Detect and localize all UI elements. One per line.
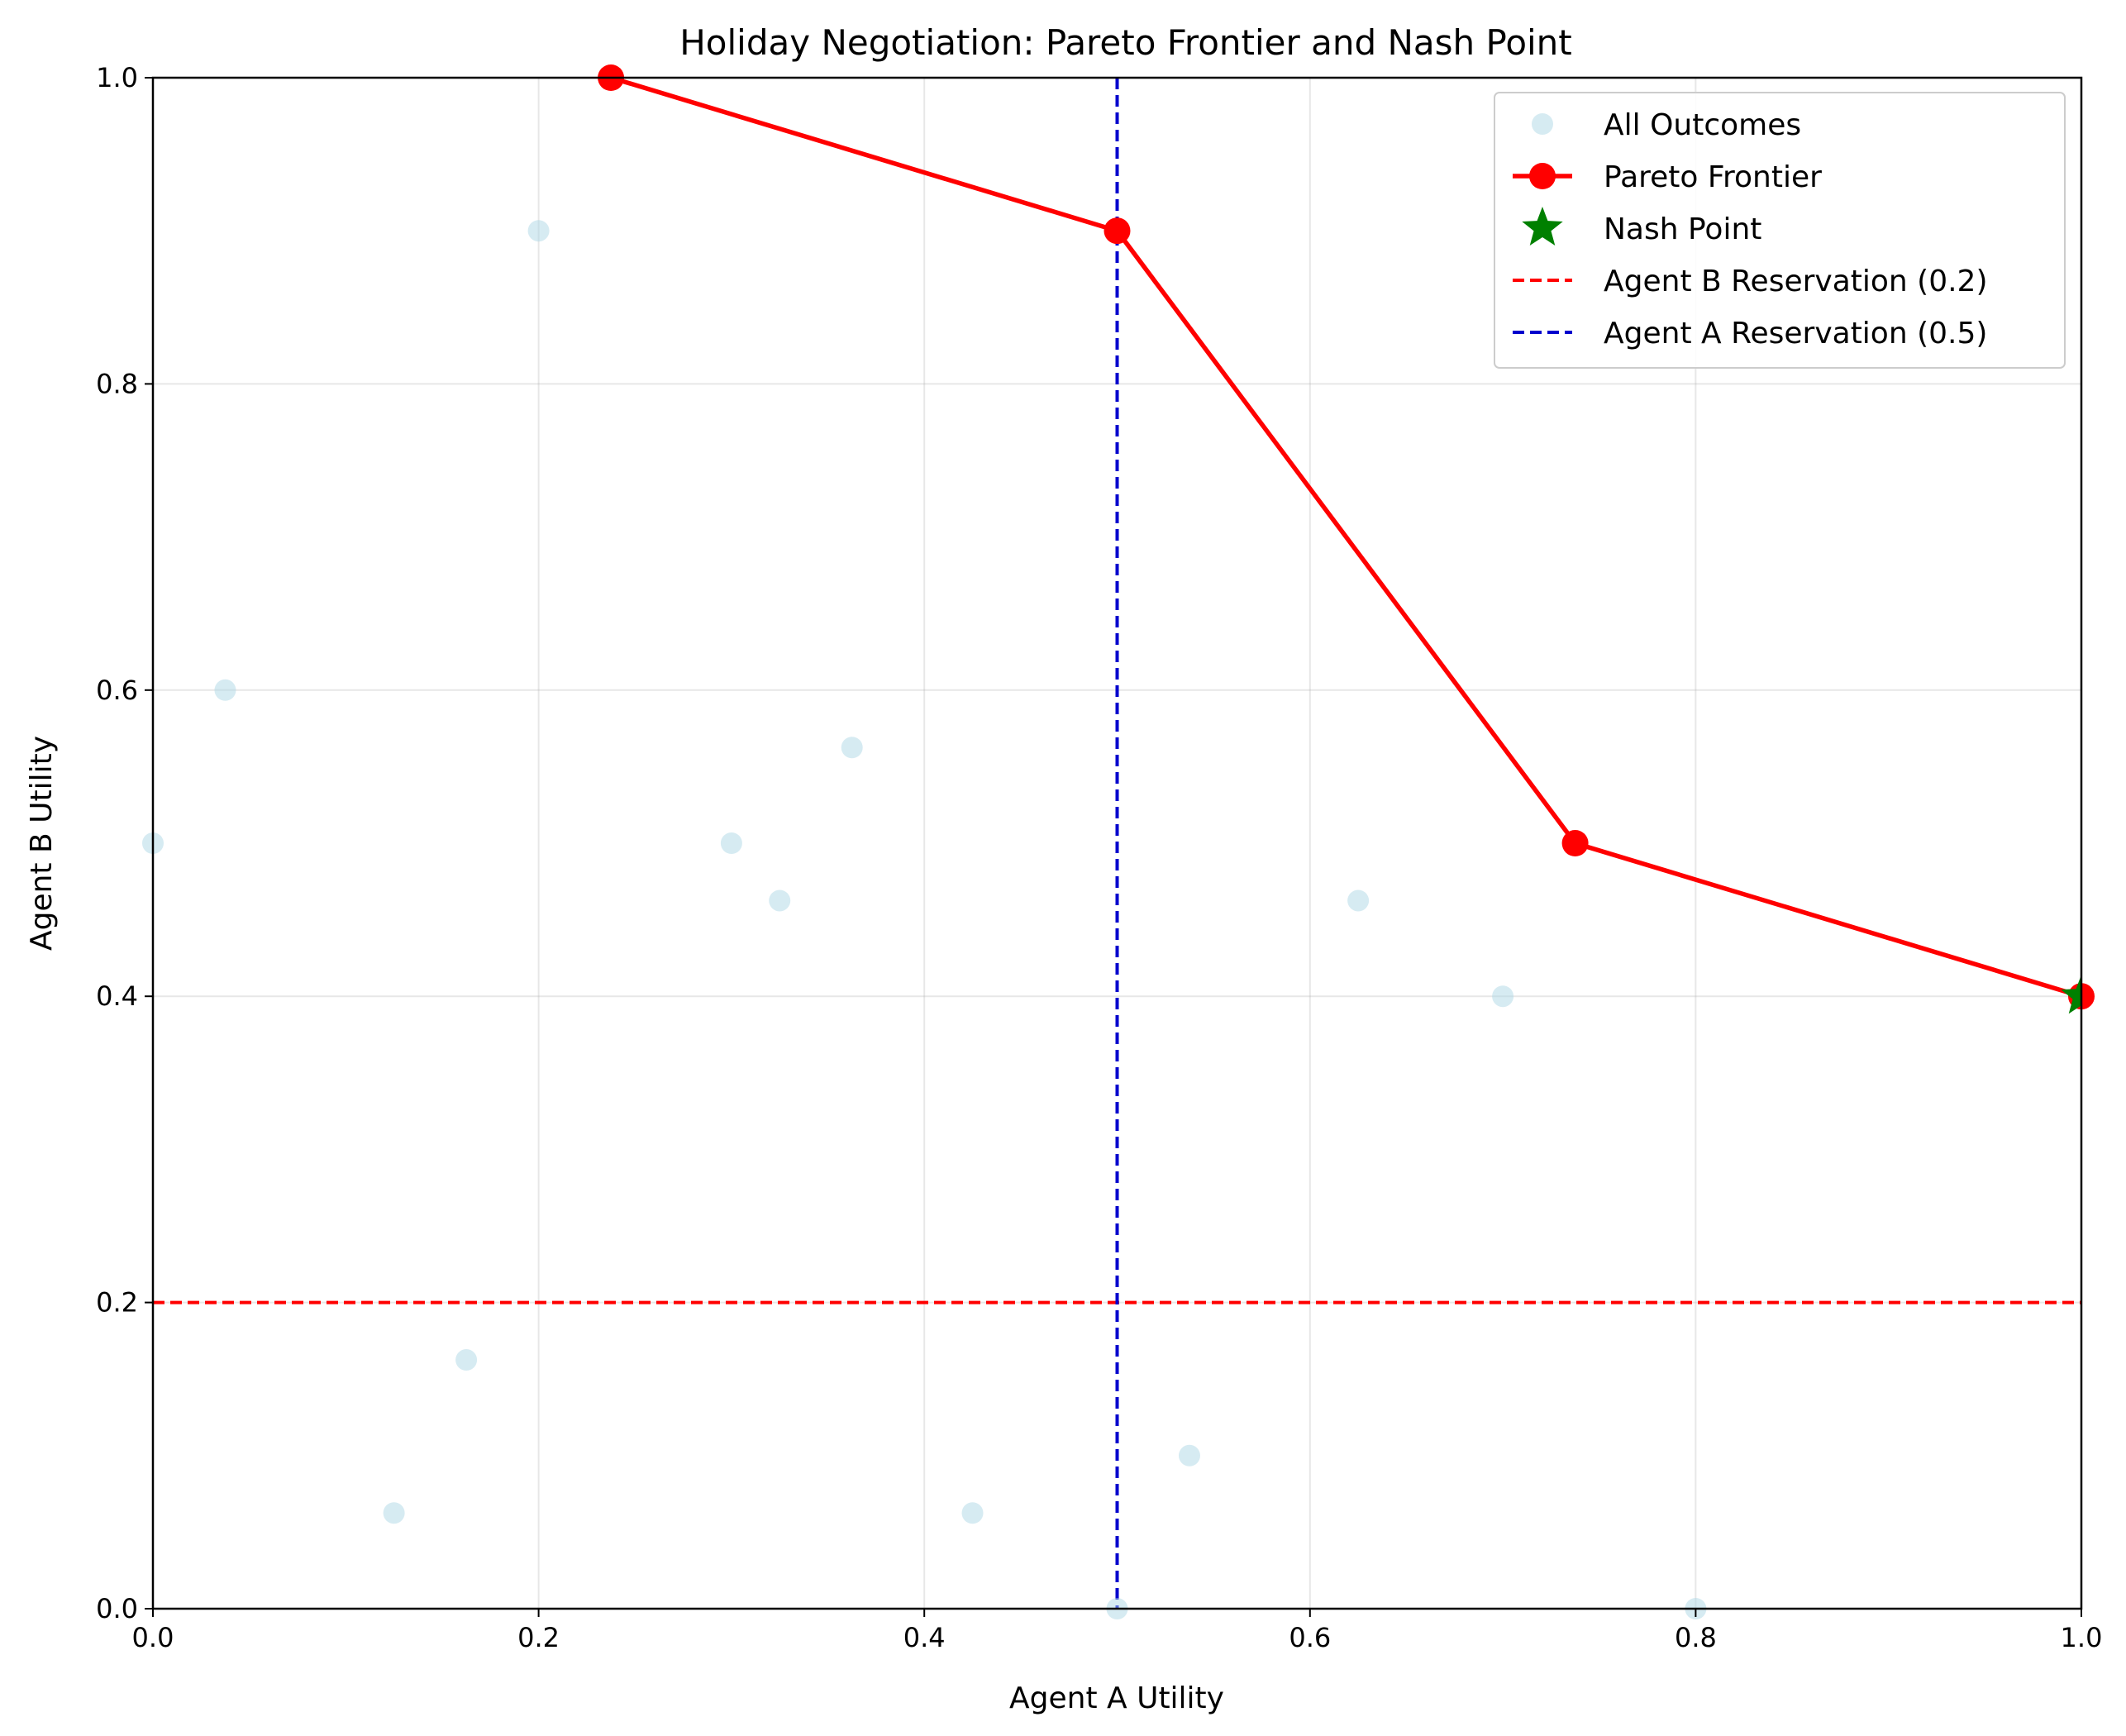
x-tick-label: 0.2 xyxy=(517,1622,560,1653)
y-tick-label: 1.0 xyxy=(96,62,138,93)
pareto-point xyxy=(1561,830,1589,856)
outcome-point xyxy=(383,1502,405,1524)
legend: All Outcomes Pareto Frontier Nash Point Age… xyxy=(1494,92,2066,369)
x-tick-label: 0.6 xyxy=(1289,1622,1331,1653)
legend-handle-outcomes xyxy=(1532,113,1553,135)
legend-label: Agent A Reservation (0.5) xyxy=(1604,317,1987,351)
legend-label: Agent B Reservation (0.2) xyxy=(1604,265,1988,298)
outcome-point xyxy=(1178,1444,1200,1467)
x-tick-label: 0.8 xyxy=(1675,1622,1717,1653)
pareto-frontier-line xyxy=(610,75,2082,999)
legend-box xyxy=(1494,92,2066,369)
outcome-point xyxy=(961,1502,984,1524)
legend-handle-pareto-marker xyxy=(1529,163,1556,189)
outcome-point xyxy=(841,737,863,759)
x-tick-label: 1.0 xyxy=(2061,1622,2103,1653)
y-tick-label: 0.2 xyxy=(96,1287,138,1319)
plot-frame xyxy=(151,76,2083,1610)
outcome-point xyxy=(1492,985,1514,1008)
pareto-point xyxy=(1104,217,1131,245)
y-tick-label: 0.0 xyxy=(96,1593,138,1624)
nash-point-star xyxy=(2061,975,2081,1014)
legend-label: Pareto Frontier xyxy=(1604,160,1822,194)
legend-label: All Outcomes xyxy=(1604,108,1801,142)
outcome-point xyxy=(214,679,236,701)
axis-ticks: 0.0 0.2 0.4 0.6 0.8 1.0 0.0 0.2 0.4 0.6 0.8 1.0 xyxy=(96,62,2102,1653)
y-tick-label: 0.8 xyxy=(96,368,138,399)
y-tick-label: 0.6 xyxy=(96,675,138,706)
y-axis-label: Agent B Utility xyxy=(25,736,59,951)
chart-title: Holiday Negotiation: Pareto Frontier and… xyxy=(679,22,1572,63)
reference-lines xyxy=(153,78,2081,1609)
outcome-point xyxy=(720,832,742,854)
outcome-point xyxy=(769,889,791,912)
outcome-point xyxy=(1347,889,1370,912)
x-tick-label: 0.0 xyxy=(132,1622,174,1653)
x-axis-label: Agent A Utility xyxy=(1009,1681,1224,1715)
legend-label: Nash Point xyxy=(1604,212,1761,246)
x-tick-label: 0.4 xyxy=(903,1622,946,1653)
outcome-point xyxy=(455,1349,478,1371)
outcome-point xyxy=(527,220,550,242)
y-tick-label: 0.4 xyxy=(96,980,138,1012)
legend-handle-nash xyxy=(1522,207,1563,246)
nash-point xyxy=(2061,975,2081,1014)
